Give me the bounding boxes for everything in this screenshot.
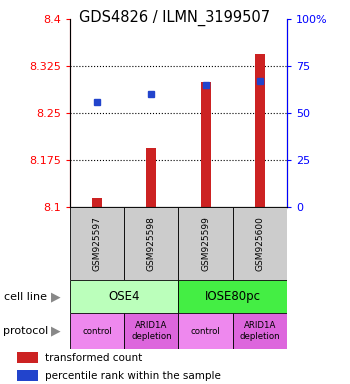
Text: control: control [191,327,220,336]
Text: GSM925600: GSM925600 [256,217,264,271]
Bar [70,207,124,280]
Bar [201,82,210,207]
Text: percentile rank within the sample: percentile rank within the sample [45,371,220,381]
Text: ▶: ▶ [51,325,61,338]
Bar [17,352,38,363]
Bar [124,313,178,349]
Text: OSE4: OSE4 [108,290,140,303]
Bar [92,198,102,207]
Bar [70,280,178,313]
Bar [233,313,287,349]
Text: transformed count: transformed count [45,353,142,363]
Text: ▶: ▶ [51,290,61,303]
Bar [178,207,233,280]
Bar [178,313,233,349]
Text: GSM925598: GSM925598 [147,217,156,271]
Text: ARID1A
depletion: ARID1A depletion [239,321,280,341]
Bar [178,280,287,313]
Text: IOSE80pc: IOSE80pc [205,290,261,303]
Text: control: control [82,327,112,336]
Bar [17,370,38,381]
Text: GDS4826 / ILMN_3199507: GDS4826 / ILMN_3199507 [79,10,271,26]
Text: GSM925599: GSM925599 [201,217,210,271]
Bar [70,313,124,349]
Text: GSM925597: GSM925597 [93,217,101,271]
Bar [233,207,287,280]
Text: protocol: protocol [4,326,49,336]
Bar [124,207,178,280]
Text: ARID1A
depletion: ARID1A depletion [131,321,172,341]
Text: cell line: cell line [4,291,47,302]
Bar [255,54,265,207]
Bar [147,148,156,207]
